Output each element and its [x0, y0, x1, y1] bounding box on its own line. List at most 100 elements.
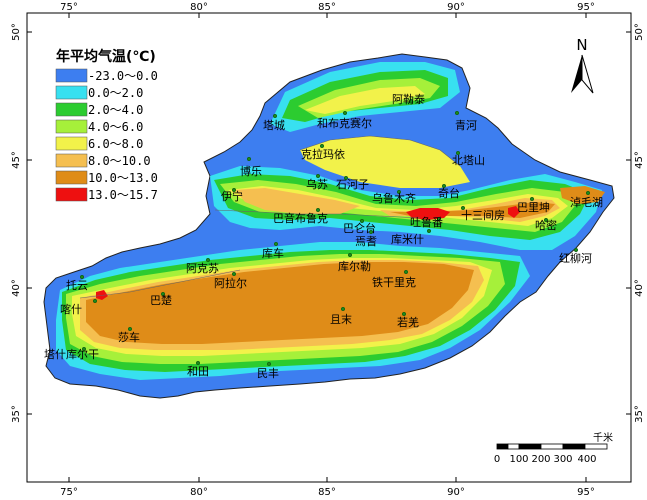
- scale-bar: 千米 0 100 200 300 400: [494, 431, 613, 465]
- station-marker: [441, 183, 447, 189]
- station-marker: [408, 98, 414, 104]
- station-marker: [315, 207, 321, 213]
- station-marker: [396, 189, 402, 195]
- lon-label-top-90: 90°: [447, 2, 465, 13]
- legend-swatch-1: [55, 85, 88, 100]
- lon-label-bottom-95: 95°: [577, 487, 595, 498]
- city-label: 奇台: [438, 186, 460, 200]
- map-body: [43, 53, 615, 399]
- scale-bar-tick-100: 100: [509, 454, 528, 465]
- city-label: 库尔勒: [338, 260, 371, 273]
- lat-label-right-50: 50°: [634, 23, 645, 41]
- city-label: 库米什: [391, 233, 424, 246]
- city-label: 若羌: [397, 316, 419, 329]
- city-label: 巴仑台: [343, 221, 376, 235]
- city-label: 克拉玛依: [301, 147, 345, 161]
- station-marker: [205, 257, 211, 263]
- station-marker: [454, 110, 460, 116]
- north-arrow-label: N: [576, 36, 587, 54]
- lon-label-top-80: 80°: [190, 2, 208, 13]
- lat-label-right-35: 35°: [634, 405, 645, 423]
- lon-label-top-85: 85°: [318, 2, 336, 13]
- station-marker: [455, 150, 461, 156]
- city-label: 红柳河: [559, 251, 592, 265]
- lat-label-left-45: 45°: [11, 151, 22, 169]
- city-label: 十三间房: [461, 208, 505, 222]
- legend-label-2: 2.0～4.0: [88, 103, 143, 117]
- legend-label-1: 0.0～2.0: [88, 86, 143, 100]
- station-marker: [368, 229, 374, 235]
- lon-label-top-95: 95°: [577, 2, 595, 13]
- zone-10-13: [86, 186, 605, 344]
- legend-swatch-7: [55, 187, 88, 202]
- station-marker: [460, 205, 466, 211]
- station-marker: [246, 156, 252, 162]
- station-marker: [231, 187, 237, 193]
- scale-bar-graphic: [496, 443, 608, 450]
- city-label: 喀什: [60, 303, 82, 316]
- station-marker: [195, 360, 201, 366]
- legend-swatch-4: [55, 136, 88, 151]
- lat-label-left-35: 35°: [11, 405, 22, 423]
- scale-bar-tick-400: 400: [577, 454, 596, 465]
- legend-swatch-6: [55, 170, 88, 185]
- station-marker: [340, 306, 346, 312]
- station-marker: [127, 326, 133, 332]
- city-label: 青河: [455, 119, 477, 132]
- city-label: 阿勒泰: [392, 92, 425, 106]
- city-label: 哈密: [535, 218, 557, 232]
- legend-swatch-5: [55, 153, 88, 168]
- city-label: 库车: [262, 246, 284, 260]
- city-label: 北塔山: [452, 154, 485, 167]
- station-marker: [160, 291, 166, 297]
- lat-label-left-40: 40°: [11, 279, 22, 297]
- city-label: 石河子: [336, 178, 369, 191]
- lon-label-top-75: 75°: [60, 2, 78, 13]
- legend-label-4: 6.0～8.0: [88, 137, 143, 151]
- lon-label-bottom-90: 90°: [447, 487, 465, 498]
- station-marker: [426, 228, 432, 234]
- legend-label-0: -23.0～0.0: [88, 69, 158, 83]
- station-marker: [401, 311, 407, 317]
- station-marker: [79, 274, 85, 280]
- station-marker: [273, 241, 279, 247]
- station-marker: [315, 173, 321, 179]
- city-label: 托云: [66, 278, 88, 292]
- legend-label-3: 4.0～6.0: [88, 120, 143, 134]
- city-label: 和田: [187, 365, 209, 378]
- city-label: 博乐: [240, 165, 262, 178]
- station-marker: [343, 175, 349, 181]
- station-marker: [543, 217, 549, 223]
- city-label: 淖毛湖: [570, 195, 603, 209]
- city-label: 铁干里克: [372, 276, 416, 289]
- north-arrow-icon: [571, 54, 594, 94]
- station-marker: [573, 247, 579, 253]
- lon-label-bottom-75: 75°: [60, 487, 78, 498]
- legend-swatch-3: [55, 119, 88, 134]
- station-marker: [81, 346, 87, 352]
- station-marker: [92, 298, 98, 304]
- city-label: 且末: [330, 312, 352, 326]
- city-label: 和布克赛尔: [317, 116, 372, 130]
- city-label: 塔什库尔干: [44, 348, 99, 361]
- city-label: 巴楚: [150, 293, 172, 307]
- legend-label-5: 8.0～10.0: [88, 154, 151, 168]
- city-label: 巴里坤: [517, 200, 550, 214]
- station-marker: [319, 143, 325, 149]
- city-label: 阿拉尔: [214, 276, 247, 290]
- scale-bar-tick-300: 300: [553, 454, 572, 465]
- city-label: 乌鲁木齐: [372, 191, 416, 205]
- scale-bar-tick-0: 0: [494, 454, 500, 465]
- legend-title: 年平均气温(℃): [56, 48, 156, 65]
- city-label: 民丰: [257, 367, 279, 380]
- lon-label-bottom-85: 85°: [318, 487, 336, 498]
- internal-boundaries: [79, 135, 461, 299]
- station-marker: [585, 190, 591, 196]
- city-label: 乌苏: [306, 177, 328, 191]
- lat-label-right-40: 40°: [634, 279, 645, 297]
- city-label: 吐鲁番: [410, 215, 443, 229]
- city-label: 塔城: [263, 119, 285, 132]
- north-arrow: N: [571, 36, 594, 94]
- lon-label-bottom-80: 80°: [190, 487, 208, 498]
